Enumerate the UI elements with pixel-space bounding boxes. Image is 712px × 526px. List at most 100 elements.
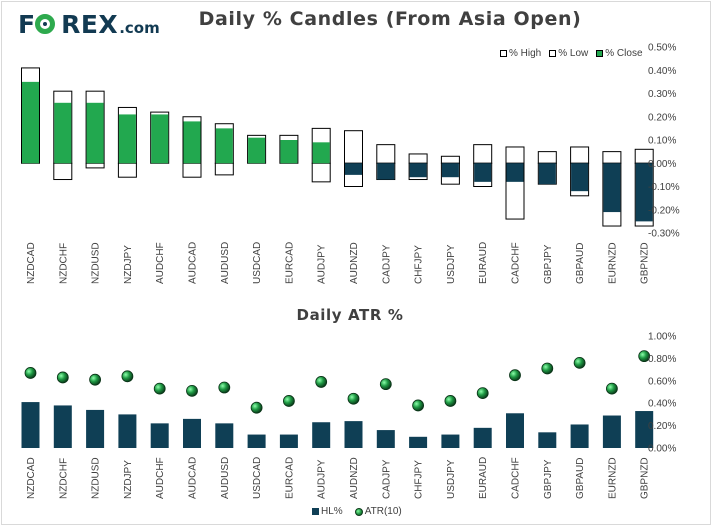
close-bar-gbpnzd [635, 163, 653, 222]
cat-label-candles-usdcad: USDCAD [252, 242, 263, 284]
close-bar-audcad [183, 121, 201, 164]
cat-label-candles-cadjpy: CADJPY [381, 244, 392, 284]
high-bar-cadchf [505, 146, 525, 164]
cat-label-atr-audjpy: AUDJPY [317, 459, 328, 499]
cat-label-candles-audusd: AUDUSD [220, 242, 231, 284]
atr-chart-title: Daily ATR % [296, 306, 404, 324]
cat-label-atr-usdjpy: USDJPY [446, 459, 457, 499]
low-bar-audusd [214, 162, 234, 176]
candles-ytick: 0.20% [648, 112, 676, 123]
cat-label-candles-usdjpy: USDJPY [446, 244, 457, 284]
legend-high: % High [500, 48, 541, 59]
legend-hl: HL% [312, 506, 343, 517]
close-bar-audchf [151, 114, 169, 164]
candles-ytick: 0.50% [648, 43, 676, 54]
hl-bar-audnzd [344, 421, 363, 448]
atr-ytick: 0.40% [648, 399, 676, 410]
candles-ytick: 0.10% [648, 136, 676, 147]
high-bar-euraud [473, 144, 493, 164]
cat-label-atr-nzdchf: NZDCHF [58, 458, 69, 499]
cat-label-atr-nzdusd: NZDUSD [91, 457, 102, 499]
atr-point-eurnzd [606, 382, 618, 395]
legend-atr: ATR(10) [354, 506, 402, 517]
atr-point-gbpnzd [638, 350, 651, 363]
close-bar-cadchf [506, 163, 524, 182]
logo-o-icon [35, 14, 55, 34]
high-bar-usdjpy [440, 155, 460, 164]
hl-bar-nzdusd [86, 409, 105, 448]
close-bar-usdjpy [441, 163, 459, 178]
atr-swatch-icon [354, 507, 363, 516]
close-bar-chfjpy [409, 163, 427, 178]
atr-ytick: 0.80% [648, 354, 676, 365]
cat-label-candles-gbpjpy: GBPJPY [543, 244, 554, 284]
atr-point-chfjpy [412, 399, 425, 412]
close-bar-cadjpy [377, 163, 395, 180]
cat-label-candles-eurnzd: EURNZD [607, 242, 618, 284]
candles-ytick: 0.00% [648, 159, 676, 170]
cat-label-candles-audcad: AUDCAD [188, 242, 199, 284]
close-bar-nzdjpy [118, 114, 136, 164]
hl-bar-gbpnzd [635, 411, 654, 448]
hl-bar-audusd [215, 423, 234, 448]
cat-label-atr-audnzd: AUDNZD [349, 457, 360, 499]
atr-point-cadchf [509, 369, 521, 382]
cat-label-atr-gbpnzd: GBPNZD [640, 457, 651, 499]
cat-label-atr-eurcad: EURCAD [284, 457, 295, 499]
hl-bar-nzdjpy [118, 414, 137, 448]
cat-label-candles-nzdchf: NZDCHF [58, 243, 69, 284]
candles-ytick: 0.40% [648, 66, 676, 77]
cat-label-candles-nzdusd: NZDUSD [91, 242, 102, 284]
cat-label-atr-usdcad: USDCAD [252, 457, 263, 499]
high-bar-audnzd [344, 130, 363, 164]
low-bar-audcad [182, 162, 202, 178]
atr-point-nzdusd [89, 373, 101, 386]
atr-ytick: 1.00% [648, 332, 676, 343]
candles-ytick: 0.30% [648, 89, 676, 100]
hl-bar-euraud [473, 427, 492, 448]
candles-ytick: -0.20% [648, 205, 680, 216]
hl-bar-eurcad [279, 434, 298, 448]
cat-label-candles-gbpnzd: GBPNZD [640, 242, 651, 284]
atr-point-gbpjpy [541, 362, 554, 375]
low-bar-nzdchf [53, 162, 73, 181]
close-bar-nzdcad [22, 81, 39, 164]
legend-low: % Low [549, 48, 588, 59]
forex-logo: F REX .com [18, 10, 160, 40]
close-bar-eurcad [280, 140, 298, 164]
hl-bar-audchf [150, 423, 169, 448]
atr-legend: HL% ATR(10) [312, 506, 402, 517]
cat-label-candles-chfjpy: CHFJPY [414, 245, 425, 284]
hl-bar-usdcad [247, 434, 266, 448]
hl-bar-chfjpy [409, 436, 428, 448]
close-bar-audusd [215, 128, 233, 164]
cat-label-candles-nzdcad: NZDCAD [26, 242, 37, 284]
cat-label-atr-euraud: EURAUD [478, 457, 489, 499]
close-bar-audnzd [345, 163, 362, 175]
close-bar-gbpjpy [538, 163, 556, 185]
hl-swatch-icon [312, 508, 319, 515]
hl-bar-cadjpy [376, 430, 395, 448]
cat-label-atr-nzdcad: NZDCAD [26, 457, 37, 499]
high-bar-chfjpy [408, 153, 428, 164]
hl-bar-gbpaud [570, 424, 589, 448]
legend-close: % Close [596, 48, 643, 59]
atr-ytick: 0.60% [648, 376, 676, 387]
high-bar-cadjpy [376, 144, 396, 164]
atr-ytick: 0.00% [648, 444, 676, 455]
hl-bar-gbpjpy [538, 432, 557, 448]
close-bar-nzdchf [54, 102, 72, 164]
atr-point-euraud [476, 387, 489, 400]
atr-point-nzdjpy [121, 370, 134, 383]
candles-chart-title: Daily % Candles (From Asia Open) [198, 8, 582, 30]
high-swatch-icon [500, 50, 507, 57]
atr-point-audnzd [347, 392, 360, 405]
atr-point-gbpaud [573, 356, 586, 369]
atr-point-audjpy [315, 376, 328, 388]
hl-bar-eurnzd [602, 415, 621, 448]
atr-point-eurcad [282, 395, 295, 407]
cat-label-atr-nzdjpy: NZDJPY [123, 460, 134, 499]
cat-label-candles-eurcad: EURCAD [284, 242, 295, 284]
